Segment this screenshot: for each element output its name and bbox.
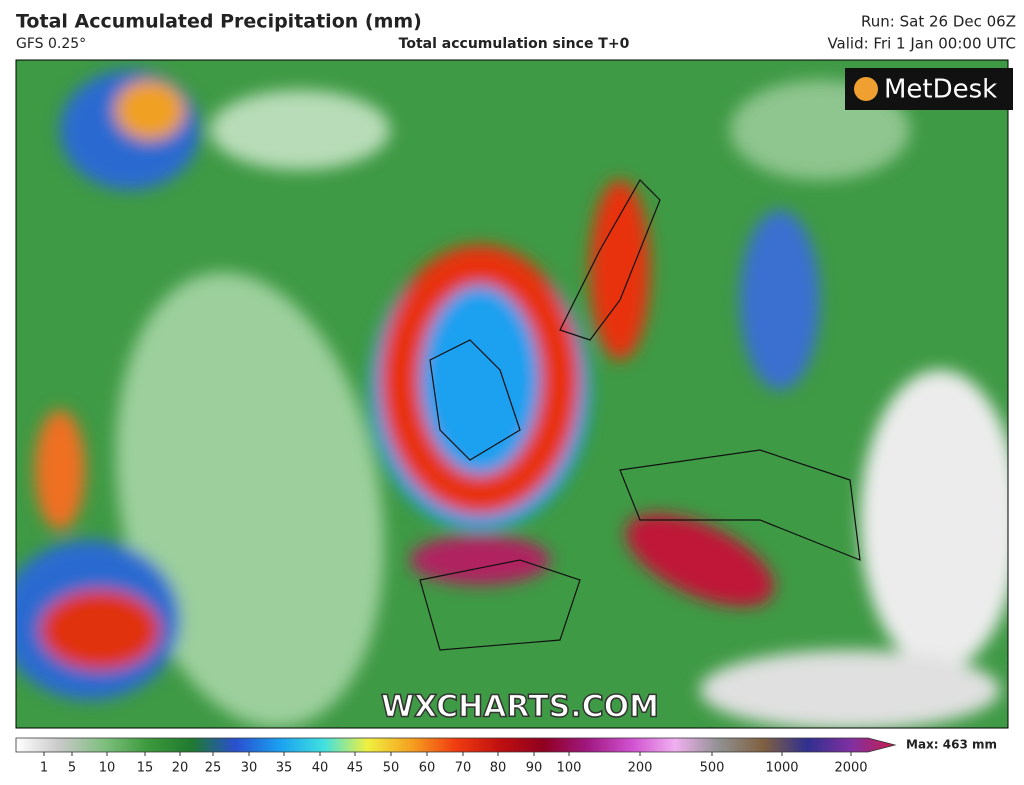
colorbar-label: 40 — [312, 761, 329, 776]
colorbar-label: 45 — [347, 761, 364, 776]
colorbar-label: 25 — [205, 761, 222, 776]
colorbar-label: 100 — [557, 761, 582, 776]
colorbar-label: 50 — [383, 761, 400, 776]
map-frame — [15, 59, 1009, 729]
logo-icon — [854, 77, 878, 101]
colorbar — [15, 737, 897, 753]
colorbar-label: 30 — [241, 761, 258, 776]
colorbar-label: 60 — [419, 761, 436, 776]
subtitle: Total accumulation since T+0 — [399, 36, 630, 52]
colorbar-label: 5 — [68, 761, 76, 776]
watermark: WXCHARTS.COM — [381, 690, 659, 725]
colorbar-label: 500 — [700, 761, 725, 776]
colorbar-label: 10 — [99, 761, 116, 776]
run: Run: Sat 26 Dec 06Z — [861, 13, 1016, 31]
colorbar-label: 15 — [137, 761, 154, 776]
colorbar-label: 20 — [172, 761, 189, 776]
valid: Valid: Fri 1 Jan 00:00 UTC — [827, 35, 1016, 53]
logo: MetDesk — [884, 75, 997, 105]
colorbar-label: 1000 — [765, 761, 798, 776]
colorbar-label: 90 — [526, 761, 543, 776]
title: Total Accumulated Precipitation (mm) — [16, 11, 422, 33]
colorbar-label: 70 — [455, 761, 472, 776]
map — [16, 60, 1008, 728]
colorbar-label: 35 — [276, 761, 293, 776]
max-label: Max: 463 mm — [906, 738, 997, 752]
colorbar-label: 200 — [628, 761, 653, 776]
colorbar-label: 1 — [40, 761, 48, 776]
model: GFS 0.25° — [16, 36, 86, 52]
colorbar-label: 80 — [490, 761, 507, 776]
colorbar-label: 2000 — [834, 761, 867, 776]
